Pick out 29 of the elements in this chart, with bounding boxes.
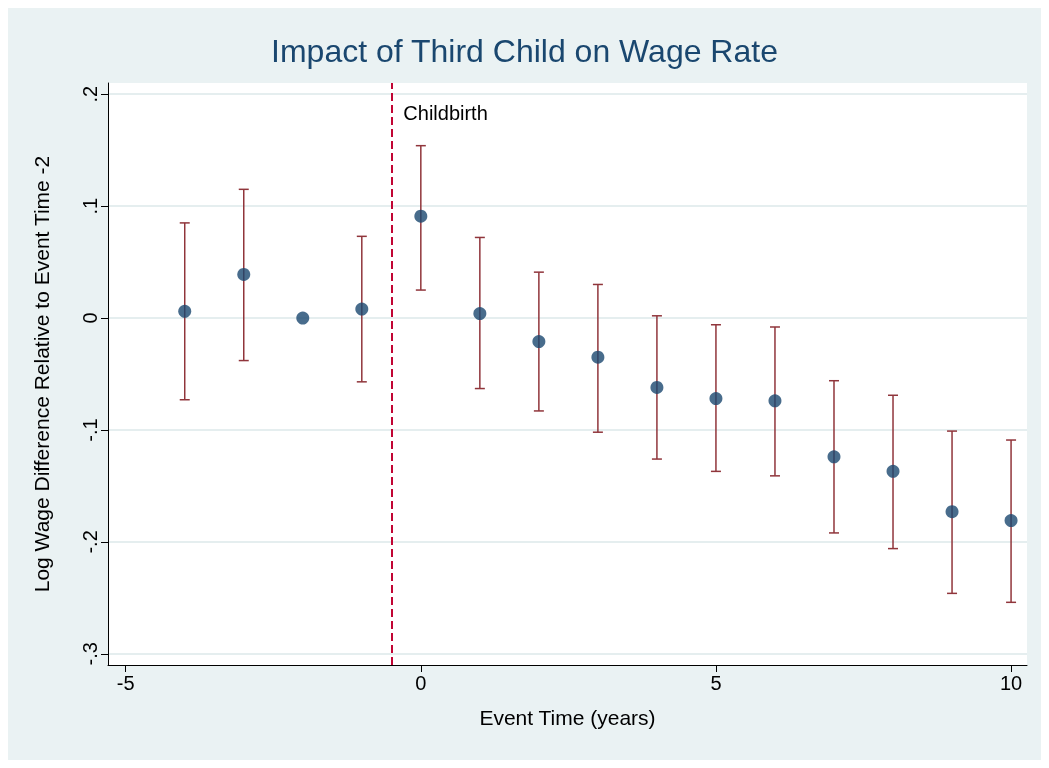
point xyxy=(414,209,428,223)
point xyxy=(768,394,782,408)
point xyxy=(886,464,900,478)
x-tick-label: 5 xyxy=(710,672,722,694)
x-axis-title: Event Time (years) xyxy=(479,706,656,729)
point xyxy=(827,450,841,464)
y-axis-title: Log Wage Difference Relative to Event Time -2 xyxy=(30,155,53,593)
point xyxy=(473,307,487,321)
chart-title: Impact of Third Child on Wage Rate xyxy=(271,33,778,69)
point xyxy=(709,392,723,406)
y-tick-label: -.3 xyxy=(79,642,101,666)
point xyxy=(355,302,369,316)
y-tick-label: 0 xyxy=(79,312,101,324)
y-tick-label: -.2 xyxy=(79,530,101,554)
y-tick-label: -.1 xyxy=(79,418,101,442)
point xyxy=(591,350,605,364)
x-tick-label: -5 xyxy=(116,672,135,694)
y-tick-label: .1 xyxy=(79,197,101,215)
point xyxy=(237,267,251,281)
point xyxy=(532,335,546,349)
point xyxy=(1004,514,1018,528)
point xyxy=(650,380,664,394)
point xyxy=(296,311,310,325)
point xyxy=(945,505,959,519)
x-tick-label: 10 xyxy=(999,672,1023,694)
x-tick-label: 0 xyxy=(415,672,427,694)
ref-line-label: Childbirth xyxy=(403,102,488,124)
point xyxy=(178,304,192,318)
y-tick-label: .2 xyxy=(79,85,101,103)
